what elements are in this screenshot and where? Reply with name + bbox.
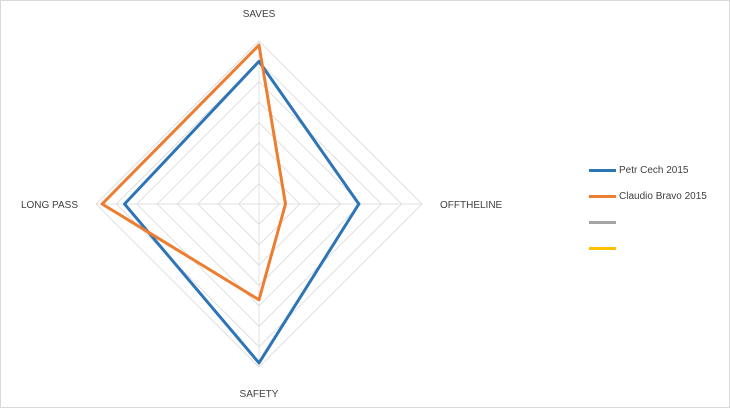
axis-label-safety: SAFETY xyxy=(240,389,279,400)
axis-label-saves: SAVES xyxy=(243,9,276,20)
grid-layer xyxy=(95,40,423,368)
series-layer xyxy=(100,43,361,365)
axis-label-long-pass: LONG PASS xyxy=(21,200,78,211)
legend-item-petr-cech-2015: Petr Cech 2015 xyxy=(589,157,729,183)
series-line-petr-cech-2015 xyxy=(123,59,361,365)
legend-item-series-4 xyxy=(589,235,729,261)
legend-label-petr-cech: Petr Cech 2015 xyxy=(619,164,689,176)
legend-item-claudio-bravo-2015: Claudio Bravo 2015 xyxy=(589,183,729,209)
series-line-claudio-bravo-2015 xyxy=(100,43,287,302)
legend-item-series-3 xyxy=(589,209,729,235)
legend-swatch-series-4 xyxy=(589,246,616,250)
legend-swatch-claudio-bravo xyxy=(589,194,616,198)
axis-label-offtheline: OFFTHELINE xyxy=(440,200,503,211)
axis-labels: SAVES OFFTHELINE SAFETY LONG PASS xyxy=(21,9,503,400)
legend-swatch-petr-cech xyxy=(589,168,616,172)
legend-swatch-series-3 xyxy=(589,220,616,224)
legend: Petr Cech 2015 Claudio Bravo 2015 xyxy=(589,157,729,261)
legend-label-claudio-bravo: Claudio Bravo 2015 xyxy=(619,190,707,202)
